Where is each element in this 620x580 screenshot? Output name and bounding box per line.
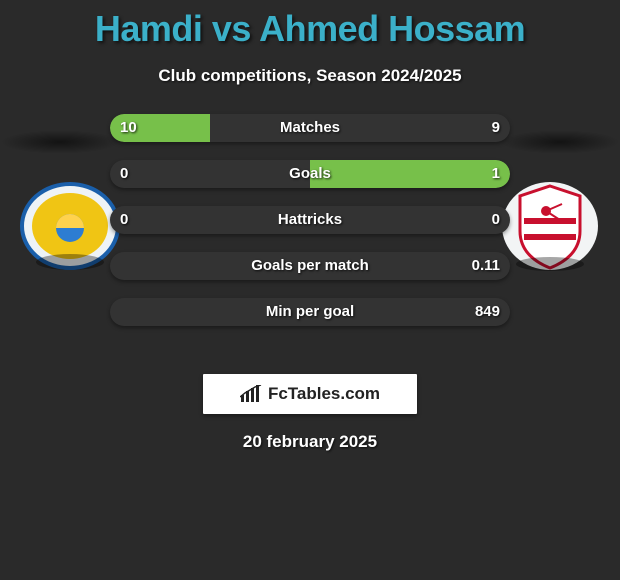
club-badge-left — [20, 176, 120, 276]
stat-label: Matches — [110, 114, 510, 142]
stat-row: 109Matches — [110, 114, 510, 142]
zamalek-crest-icon — [500, 176, 600, 276]
stat-row: 00Hattricks — [110, 206, 510, 234]
club-badge-right — [500, 176, 600, 276]
stat-row: 01Goals — [110, 160, 510, 188]
page-subtitle: Club competitions, Season 2024/2025 — [0, 66, 620, 86]
stat-label: Goals — [110, 160, 510, 188]
shadow-right — [500, 130, 620, 154]
page-date: 20 february 2025 — [0, 432, 620, 452]
stat-label: Min per goal — [110, 298, 510, 326]
stat-row: 849Min per goal — [110, 298, 510, 326]
ismaily-crest-icon — [20, 176, 120, 276]
brand-badge: FcTables.com — [203, 374, 417, 414]
stat-label: Hattricks — [110, 206, 510, 234]
bar-chart-icon — [240, 385, 262, 403]
stat-row: 0.11Goals per match — [110, 252, 510, 280]
stat-label: Goals per match — [110, 252, 510, 280]
comparison-stage: 109Matches 01Goals 00Hattricks 0.11Goals pe… — [0, 114, 620, 364]
page-title: Hamdi vs Ahmed Hossam — [0, 0, 620, 50]
shadow-left — [0, 130, 120, 154]
stat-rows: 109Matches 01Goals 00Hattricks 0.11Goals pe… — [110, 114, 510, 344]
brand-text: FcTables.com — [268, 384, 380, 404]
